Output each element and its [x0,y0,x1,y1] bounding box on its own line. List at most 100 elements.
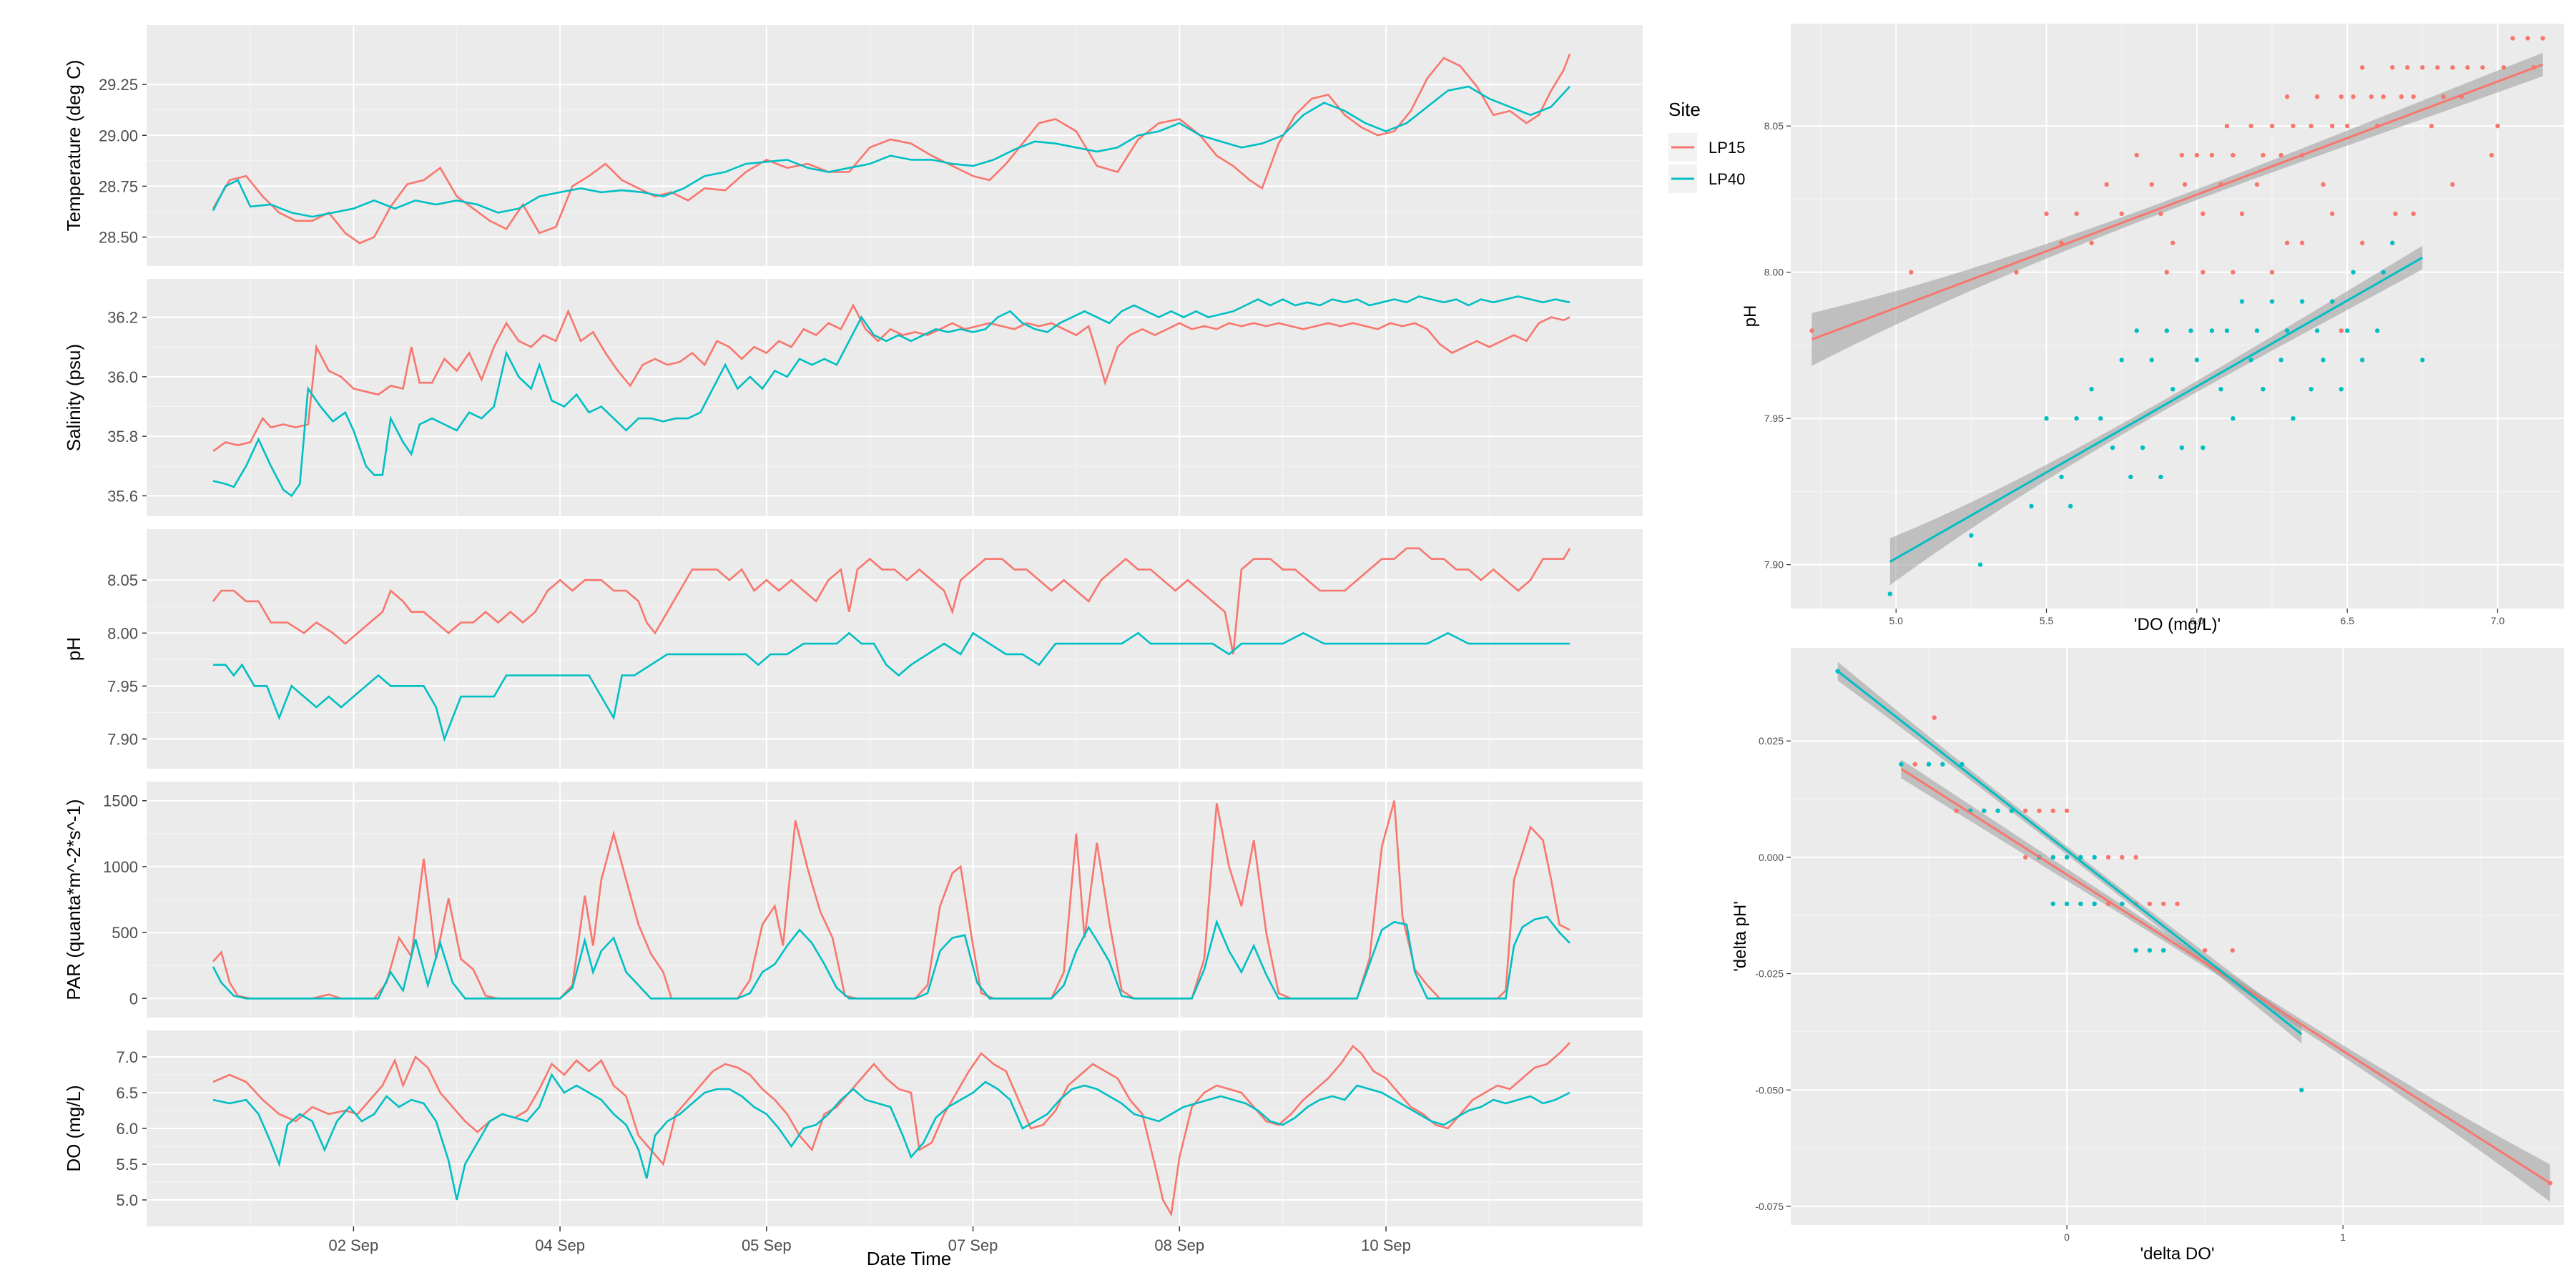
x-axis-label: Date Time [867,1248,952,1266]
data-point-lp15 [2359,240,2365,245]
data-point-lp40 [2050,855,2055,860]
data-point-lp40 [2314,328,2320,333]
data-point-lp15 [2429,123,2434,129]
y-tick-label: 1500 [103,792,138,810]
data-point-lp40 [2359,358,2365,363]
data-point-lp15 [2037,808,2042,813]
data-point-lp40 [1899,762,1904,767]
y-axis-label: pH [63,637,84,661]
data-point-lp15 [2022,855,2028,860]
panel-background [147,529,1643,769]
data-point-lp15 [2209,152,2215,158]
data-point-lp40 [2291,415,2296,421]
data-point-lp15 [1932,715,1937,720]
data-point-lp15 [1809,328,1814,333]
data-point-lp40 [2064,855,2070,860]
y-tick-label: 6.5 [116,1084,138,1102]
y-tick-label: 8.05 [107,571,138,589]
data-point-lp15 [2202,947,2208,953]
data-point-lp15 [2133,855,2138,860]
y-tick-label: 8.00 [1764,267,1784,278]
data-point-lp15 [2314,94,2320,99]
data-point-lp40 [2078,901,2083,907]
fit-line-lp40 [1889,256,2424,563]
y-axis-label: DO (mg/L) [63,1085,84,1171]
data-point-lp15 [2495,123,2500,129]
series-line-lp40 [212,1073,1570,1201]
x-tick-label: 05 Sep [742,1236,792,1254]
data-point-lp40 [2059,474,2064,480]
data-point-lp15 [2399,94,2404,99]
series-line-lp15 [212,1042,1570,1217]
data-point-lp15 [2321,182,2326,187]
data-point-lp40 [2201,445,2206,451]
data-point-lp40 [2133,947,2138,953]
y-tick-label: -0.025 [1755,968,1784,980]
data-point-lp40 [2140,445,2145,451]
series-line-lp40 [212,85,1570,218]
data-point-lp15 [2269,270,2275,275]
data-point-lp40 [2269,299,2275,304]
data-point-lp40 [2089,387,2094,392]
data-point-lp40 [2170,387,2176,392]
data-point-lp40 [2390,240,2395,245]
y-tick-label: 7.95 [1764,413,1784,424]
y-tick-label: 1000 [103,858,138,876]
x-tick-label: 5.0 [1889,615,1903,626]
x-tick-label: 10 Sep [1361,1236,1411,1254]
data-point-lp15 [2182,182,2188,187]
data-point-lp15 [2261,152,2266,158]
data-point-lp40 [2188,328,2193,333]
data-point-lp40 [1960,762,1965,767]
data-point-lp40 [2309,387,2314,392]
data-point-lp15 [2284,240,2290,245]
data-point-lp15 [2465,65,2470,70]
panel-do: 5.0 5.5 6.0 6.5 7.0 DO (mg/L) 02 Sep 04 Sep 05 S… [63,1030,1643,1269]
data-point-lp40 [1995,808,2000,813]
data-point-lp40 [2044,415,2049,421]
data-point-lp40 [2299,1088,2304,1093]
panel-par: 0 500 1000 1500 PAR (quanta*m^-2*s^-1) [63,782,1643,1018]
y-tick-label: 0.000 [1759,852,1784,863]
data-point-lp40 [2050,901,2055,907]
fit-line-lp40 [1837,670,2303,1035]
data-point-lp15 [2411,94,2416,99]
x-tick-label: 04 Sep [535,1236,585,1254]
data-point-lp15 [2175,901,2180,907]
y-tick-label: 5.0 [116,1191,138,1209]
series-line-lp40 [213,631,1570,742]
data-point-lp40 [2160,947,2166,953]
data-point-lp40 [1940,762,1945,767]
data-point-lp40 [1982,808,1987,813]
data-point-lp15 [2390,65,2395,70]
legend-label-lp40: LP40 [1709,170,1745,188]
data-point-lp15 [2329,211,2335,217]
series-line-lp15 [212,54,1571,245]
data-point-lp40 [2339,387,2344,392]
series-line-lp15 [212,303,1570,452]
y-tick-label: 5.5 [116,1156,138,1173]
data-point-lp40 [2064,901,2070,907]
data-point-lp15 [2231,270,2236,275]
data-point-lp40 [2420,358,2425,363]
data-point-lp15 [2381,94,2386,99]
data-point-lp40 [2098,415,2103,421]
x-tick-label: 07 Sep [948,1236,998,1254]
data-point-lp15 [2022,808,2028,813]
data-point-lp40 [2110,445,2115,451]
data-point-lp15 [2510,36,2515,41]
data-point-lp40 [2209,328,2215,333]
data-point-lp40 [2231,415,2236,421]
data-point-lp40 [2092,855,2097,860]
x-tick-label: 6.0 [2190,615,2204,626]
x-tick-label: 6.5 [2340,615,2354,626]
data-point-lp40 [2224,328,2230,333]
data-point-lp15 [2170,240,2176,245]
data-point-lp40 [1887,591,1893,596]
y-tick-label: 28.75 [99,177,138,195]
data-point-lp40 [2119,358,2124,363]
series-line-lp15 [212,547,1571,655]
data-point-lp15 [2359,65,2365,70]
data-point-lp40 [1977,562,1983,567]
